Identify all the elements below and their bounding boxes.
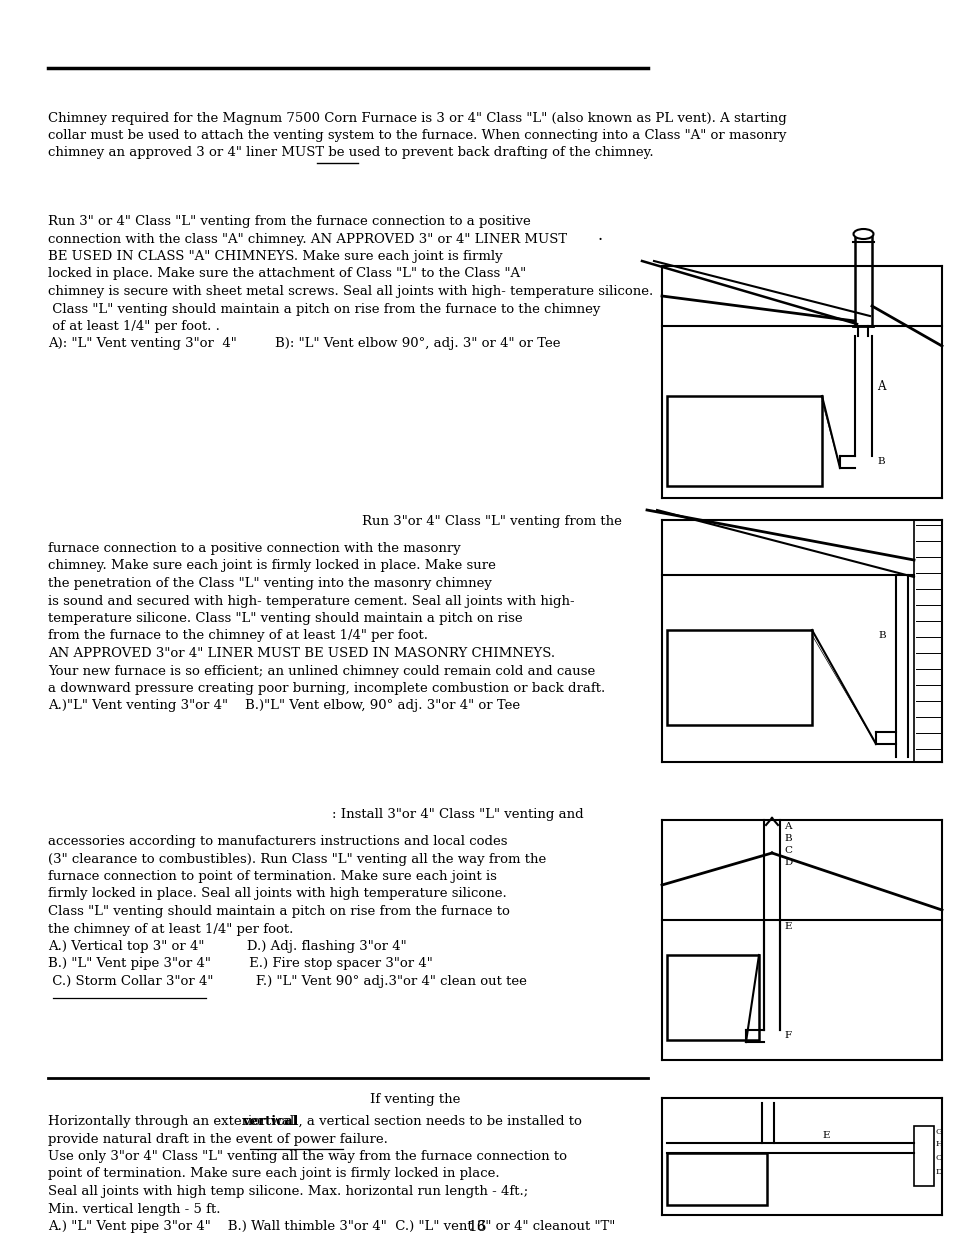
Text: Chimney required for the Magnum 7500 Corn Furnace is 3 or 4" Class "L" (also kno: Chimney required for the Magnum 7500 Cor… [48,112,786,159]
Text: B: B [876,457,883,467]
FancyBboxPatch shape [666,1153,766,1205]
Text: vertical: vertical [242,1115,297,1128]
Ellipse shape [853,228,873,240]
Text: C: C [935,1153,942,1162]
Text: D: D [783,858,791,867]
Text: : Install 3"or 4" Class "L" venting and: : Install 3"or 4" Class "L" venting and [332,808,583,821]
Text: E: E [821,1131,828,1140]
FancyBboxPatch shape [913,520,941,762]
FancyBboxPatch shape [913,1126,933,1186]
Text: A: A [876,379,884,393]
Text: If venting the: If venting the [370,1093,460,1107]
Text: Horizontally through an exterior wall, a vertical section needs to be installed : Horizontally through an exterior wall, a… [48,1115,615,1235]
Text: G: G [935,1128,942,1136]
Text: A: A [783,823,791,831]
FancyBboxPatch shape [666,630,811,725]
Text: E: E [783,923,791,931]
Text: Run 3"or 4" Class "L" venting from the: Run 3"or 4" Class "L" venting from the [361,515,621,529]
Text: F: F [783,1031,790,1041]
FancyBboxPatch shape [666,396,821,487]
Text: B: B [783,834,791,844]
Text: C: C [783,846,791,855]
Text: B: B [877,631,884,640]
FancyBboxPatch shape [666,955,759,1040]
Text: accessories according to manufacturers instructions and local codes
(3" clearanc: accessories according to manufacturers i… [48,835,546,988]
Text: Run 3" or 4" Class "L" venting from the furnace connection to a positive
connect: Run 3" or 4" Class "L" venting from the … [48,215,653,351]
Text: D: D [935,1168,942,1176]
Text: 16: 16 [467,1220,486,1234]
Text: H: H [935,1140,943,1149]
Text: furnace connection to a positive connection with the masonry
chimney. Make sure : furnace connection to a positive connect… [48,542,604,713]
Text: ·: · [598,232,602,249]
